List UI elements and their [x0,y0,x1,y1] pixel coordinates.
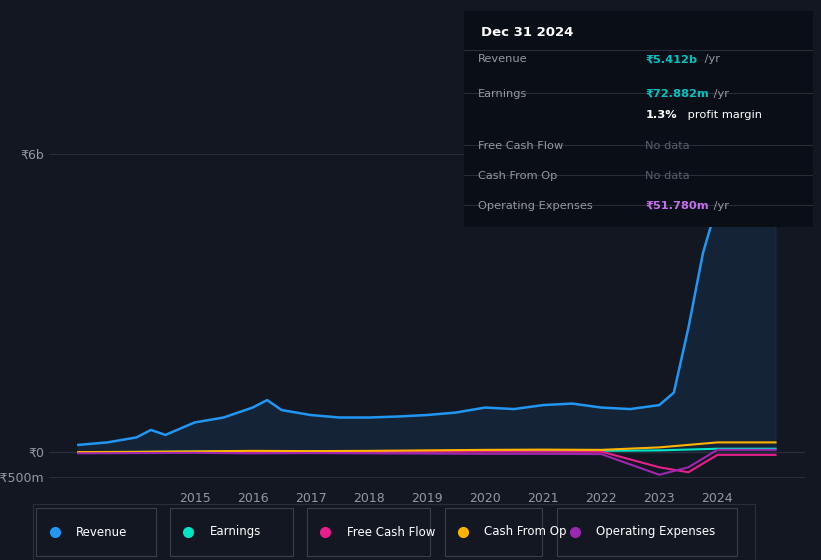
Text: /yr: /yr [709,89,728,99]
Text: profit margin: profit margin [684,110,762,120]
Text: Free Cash Flow: Free Cash Flow [478,141,563,151]
Text: Operating Expenses: Operating Expenses [478,201,593,211]
Bar [36,508,156,556]
Text: Revenue: Revenue [478,54,527,64]
Text: Revenue: Revenue [76,525,127,539]
Text: Cash From Op: Cash From Op [478,171,557,181]
Text: Operating Expenses: Operating Expenses [596,525,716,539]
Text: Dec 31 2024: Dec 31 2024 [481,26,574,39]
Bar [170,508,293,556]
Text: Cash From Op: Cash From Op [484,525,566,539]
Text: ₹51.780m: ₹51.780m [645,201,709,211]
Text: No data: No data [645,171,690,181]
Text: ₹5.412b: ₹5.412b [645,54,697,64]
Text: Earnings: Earnings [478,89,527,99]
Bar [445,508,542,556]
Text: ₹72.882m: ₹72.882m [645,89,709,99]
Text: /yr: /yr [701,54,721,64]
Text: 1.3%: 1.3% [645,110,677,120]
Text: Earnings: Earnings [210,525,261,539]
Bar [307,508,430,556]
Bar [557,508,737,556]
Text: /yr: /yr [709,201,728,211]
Text: No data: No data [645,141,690,151]
Text: Free Cash Flow: Free Cash Flow [347,525,435,539]
